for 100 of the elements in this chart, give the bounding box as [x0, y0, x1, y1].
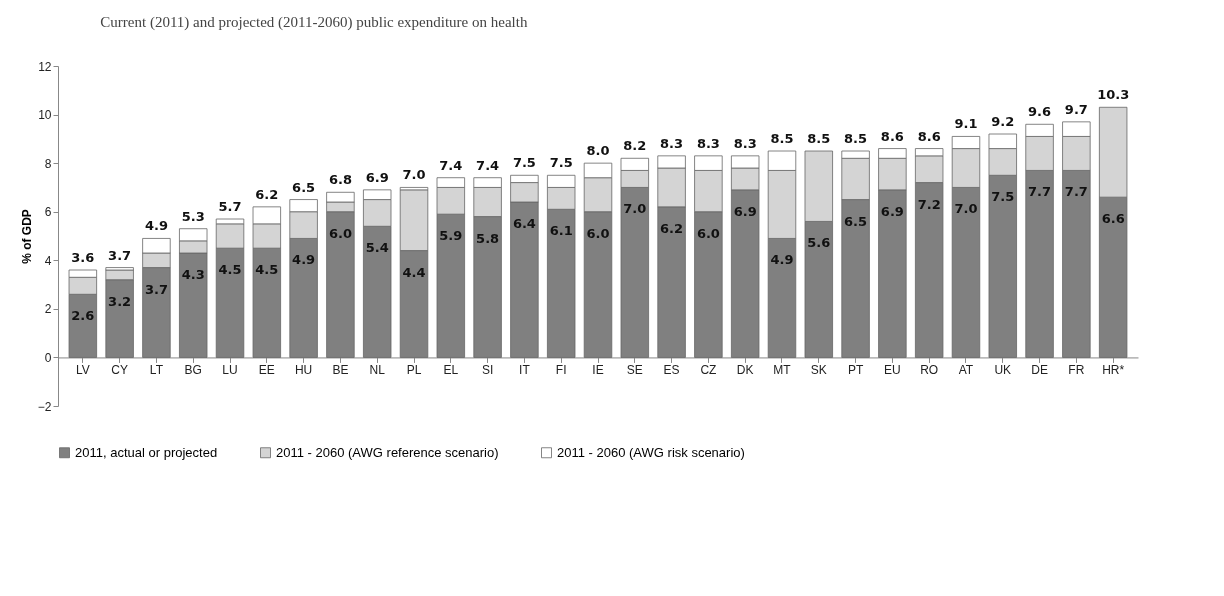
data-label: 4.5 [255, 262, 279, 278]
x-tick-label: HU [294, 362, 313, 377]
x-tick-label: DE [1031, 362, 1048, 377]
y-axis-title: % of GDP [19, 209, 34, 264]
x-tick-label: PL [406, 362, 422, 377]
total-label: 3.6 [71, 250, 95, 265]
total-label: 6.2 [255, 186, 279, 202]
total-label: 9.6 [1028, 104, 1052, 120]
x-tick-label: EL [443, 362, 459, 377]
y-tick-label: 4 [44, 253, 52, 268]
y-tick-label: 6 [44, 205, 52, 220]
y-tick-label: 8 [44, 156, 52, 171]
x-tick-label: RO [920, 362, 939, 377]
x-tick-label: BE [332, 362, 349, 377]
data-label: 4.3 [181, 267, 205, 282]
data-label: 3.2 [108, 293, 132, 309]
data-label: 6.5 [844, 213, 868, 229]
total-label: 7.5 [512, 155, 536, 171]
data-label: 7.0 [623, 201, 647, 217]
total-label: 8.6 [917, 128, 941, 144]
data-label: 6.4 [512, 216, 536, 231]
total-label: 8.2 [623, 138, 647, 154]
data-label: 3.7 [144, 281, 168, 297]
legend-label: 2011 - 2060 (AWG risk scenario) [557, 444, 745, 460]
y-tick-label: −2 [37, 399, 52, 414]
total-label: 8.0 [586, 143, 610, 159]
x-tick-label: IE [592, 362, 604, 377]
data-label: 6.1 [549, 223, 573, 239]
x-tick-label: PT [847, 362, 864, 377]
total-label: 8.5 [770, 131, 794, 146]
x-tick-label: MT [773, 362, 792, 377]
data-label: 7.7 [1064, 184, 1088, 200]
data-label: 6.0 [696, 225, 720, 241]
data-label: 6.0 [586, 225, 610, 241]
total-label: 8.5 [844, 131, 868, 146]
x-tick-label: LU [222, 362, 238, 377]
x-tick-label: FI [555, 362, 567, 377]
total-label: 7.4 [439, 157, 463, 173]
x-tick-label: DK [736, 362, 754, 377]
data-label: 4.9 [770, 252, 794, 268]
data-label: 6.0 [328, 225, 352, 241]
data-label: 6.9 [733, 203, 757, 219]
total-label: 4.9 [144, 218, 168, 234]
total-label: 8.6 [880, 128, 904, 144]
data-label: 4.9 [292, 252, 316, 268]
total-label: 8.5 [807, 131, 831, 146]
legend-label: 2011 - 2060 (AWG reference scenario) [276, 444, 499, 460]
data-label: 4.5 [218, 262, 242, 278]
x-tick-label: SE [626, 362, 643, 377]
data-label: 7.0 [954, 201, 978, 217]
total-label: 7.4 [476, 157, 500, 173]
total-label: 3.7 [108, 247, 132, 263]
total-label: 9.7 [1064, 101, 1088, 117]
x-tick-label: EE [258, 362, 275, 377]
total-label: 7.0 [402, 167, 426, 183]
chart-title: Current (2011) and projected (2011-2060) public expenditure on health [100, 14, 528, 31]
data-label: 6.6 [1101, 211, 1125, 227]
x-tick-label: FR [1068, 362, 1085, 377]
x-tick-label: ES [663, 362, 680, 377]
total-label: 6.5 [292, 179, 316, 195]
data-label: 6.9 [880, 203, 904, 219]
total-label: 6.9 [365, 169, 389, 185]
data-label: 2.6 [71, 308, 95, 324]
x-tick-label: CY [111, 362, 128, 377]
data-label: 5.9 [439, 228, 463, 244]
data-label: 5.8 [476, 230, 500, 246]
data-label: 4.4 [402, 264, 426, 280]
y-tick-label: 2 [44, 302, 52, 317]
total-label: 8.3 [733, 135, 757, 151]
legend-label: 2011, actual or projected [75, 444, 218, 460]
total-label: 8.3 [696, 135, 720, 151]
x-tick-label: LT [149, 362, 164, 377]
total-label: 9.2 [991, 114, 1015, 129]
x-tick-label: CZ [700, 362, 717, 377]
total-label: 8.3 [660, 135, 684, 151]
x-tick-label: HR* [1102, 362, 1125, 377]
x-tick-label: NL [369, 362, 386, 377]
total-label: 6.8 [328, 172, 352, 188]
total-label: 7.5 [549, 155, 573, 171]
total-label: 5.7 [218, 199, 242, 214]
x-tick-label: LV [75, 362, 90, 377]
total-label: 5.3 [181, 208, 205, 224]
data-label: 7.7 [1028, 184, 1052, 200]
x-tick-label: BG [184, 362, 202, 377]
x-tick-label: SK [810, 362, 827, 377]
data-label: 5.6 [807, 235, 831, 251]
x-tick-label: IT [519, 362, 531, 377]
x-tick-label: AT [958, 362, 974, 377]
y-tick-label: 10 [38, 108, 52, 123]
x-tick-label: SI [481, 362, 494, 377]
total-label: 10.3 [1097, 87, 1130, 103]
x-tick-label: UK [994, 362, 1012, 377]
y-tick-label: 12 [38, 59, 52, 74]
data-label: 5.4 [365, 240, 389, 256]
x-tick-label: EU [884, 362, 901, 377]
data-label: 6.2 [660, 220, 684, 236]
data-label: 7.5 [991, 189, 1015, 205]
y-tick-label: 0 [44, 350, 52, 365]
total-label: 9.1 [954, 116, 978, 132]
data-label: 7.2 [917, 196, 941, 212]
